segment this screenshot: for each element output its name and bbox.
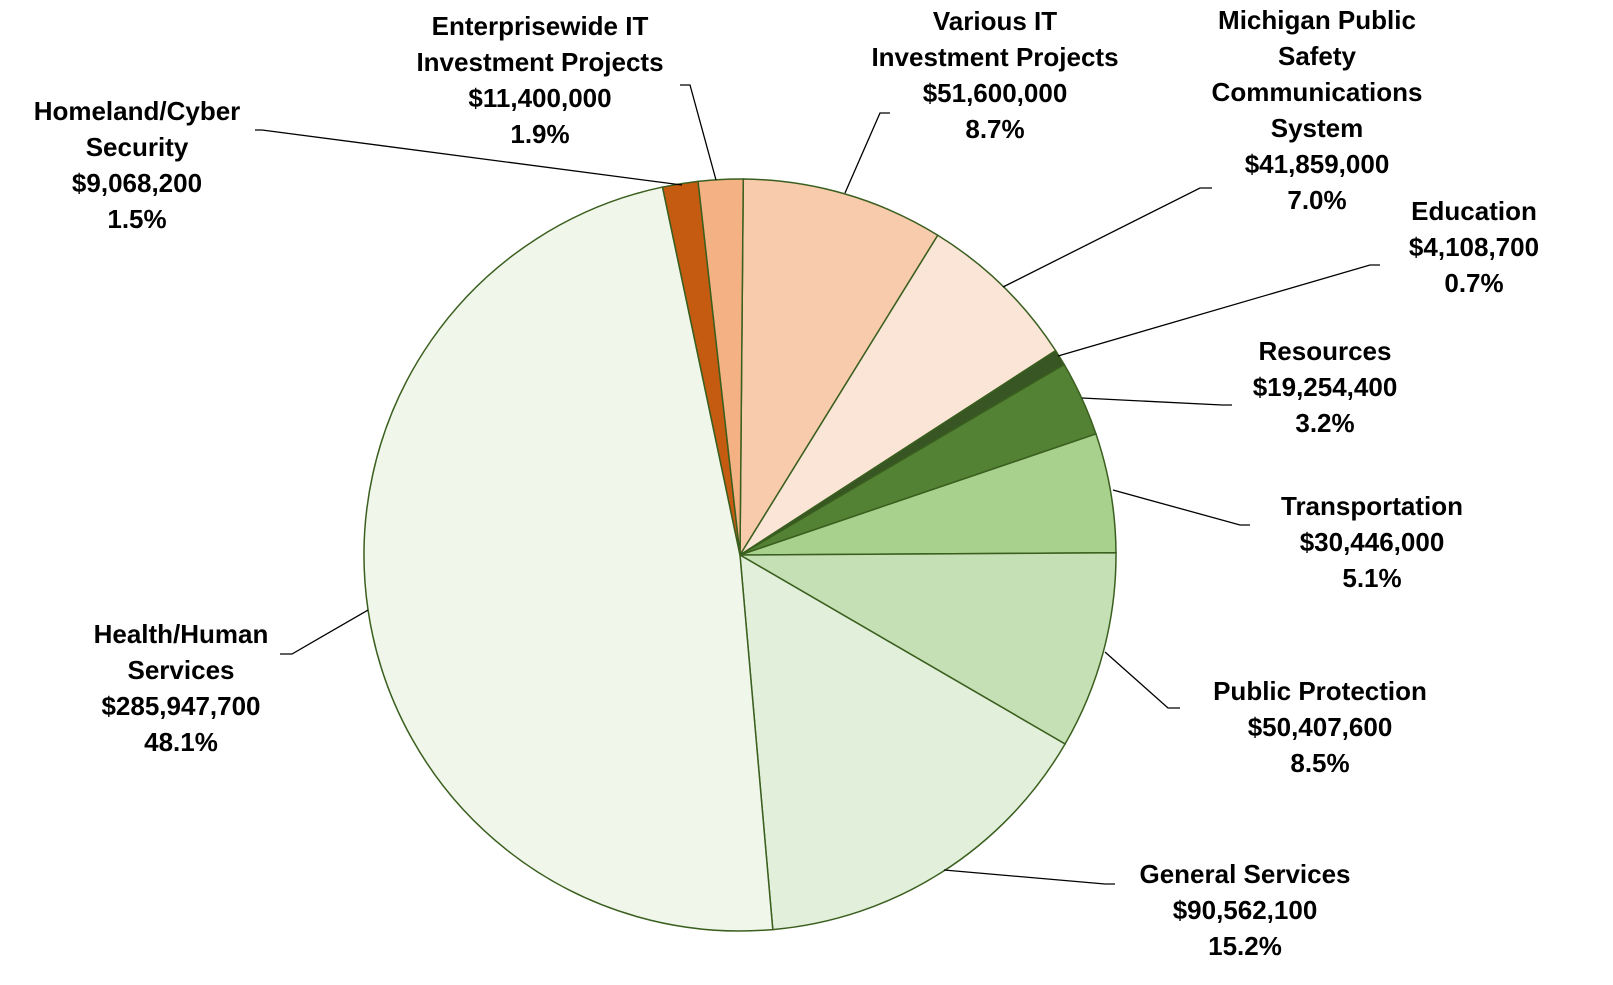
percentage-label: 5.1% bbox=[1342, 563, 1402, 593]
leader-line bbox=[680, 84, 717, 181]
value-label: $51,600,000 bbox=[922, 78, 1068, 108]
leader-line bbox=[1081, 397, 1232, 406]
pie-slice bbox=[697, 178, 745, 556]
leader-line bbox=[255, 129, 683, 186]
leader-line bbox=[280, 609, 369, 655]
value-label: $30,446,000 bbox=[1299, 527, 1445, 557]
slice-label: Resources $19,254,400 3.2% bbox=[1253, 333, 1398, 441]
category-name: Education bbox=[1411, 196, 1537, 226]
value-label: $9,068,200 bbox=[71, 168, 203, 198]
leader-line bbox=[1112, 489, 1250, 526]
slice-label: Health/Human Services $285,947,700 48.1% bbox=[94, 616, 269, 760]
slice-label: General Services $90,562,100 15.2% bbox=[1139, 856, 1350, 964]
percentage-label: 1.9% bbox=[510, 119, 570, 149]
category-name: Enterprisewide IT Investment Projects bbox=[416, 11, 664, 77]
value-label: $4,108,700 bbox=[1408, 232, 1540, 262]
value-label: $285,947,700 bbox=[101, 691, 261, 721]
leader-line bbox=[1002, 187, 1212, 288]
percentage-label: 3.2% bbox=[1295, 408, 1355, 438]
slice-label: Michigan Public Safety Communications Sy… bbox=[1212, 2, 1423, 218]
pie-slice bbox=[737, 551, 1117, 746]
category-name: General Services bbox=[1139, 859, 1351, 889]
slice-label: Homeland/Cyber Security $9,068,200 1.5% bbox=[34, 93, 241, 237]
category-name: Public Protection bbox=[1213, 676, 1427, 706]
slice-label: Public Protection $50,407,600 8.5% bbox=[1213, 673, 1427, 781]
category-name: Various IT Investment Projects bbox=[871, 6, 1119, 72]
value-label: $11,400,000 bbox=[468, 83, 612, 113]
percentage-label: 48.1% bbox=[144, 727, 218, 757]
value-label: $41,859,000 bbox=[1244, 149, 1390, 179]
percentage-label: 1.5% bbox=[107, 204, 167, 234]
percentage-label: 8.7% bbox=[965, 114, 1025, 144]
slice-label: Education $4,108,700 0.7% bbox=[1409, 193, 1539, 301]
leader-line bbox=[1057, 264, 1380, 357]
pie-slice bbox=[739, 553, 1067, 931]
slice-label: Enterprisewide IT Investment Projects $11… bbox=[416, 8, 663, 152]
category-name: Michigan Public Safety Communications Sy… bbox=[1211, 5, 1423, 143]
slice-label: Transportation $30,446,000 5.1% bbox=[1281, 488, 1463, 596]
percentage-label: 15.2% bbox=[1208, 931, 1282, 961]
percentage-label: 7.0% bbox=[1287, 185, 1347, 215]
leader-line bbox=[943, 869, 1115, 885]
pie-slice bbox=[363, 186, 774, 932]
slice-label: Various IT Investment Projects $51,600,00… bbox=[871, 3, 1118, 147]
category-name: Health/Human Services bbox=[93, 619, 269, 685]
leader-line bbox=[1104, 651, 1180, 709]
category-name: Transportation bbox=[1280, 491, 1464, 521]
value-label: $90,562,100 bbox=[1172, 895, 1318, 925]
pie-slice bbox=[739, 178, 939, 558]
leader-line bbox=[844, 112, 890, 194]
percentage-label: 0.7% bbox=[1444, 268, 1504, 298]
category-name: Homeland/Cyber Security bbox=[33, 96, 241, 162]
value-label: $19,254,400 bbox=[1252, 372, 1398, 402]
percentage-label: 8.5% bbox=[1290, 748, 1350, 778]
value-label: $50,407,600 bbox=[1247, 712, 1393, 742]
category-name: Resources bbox=[1258, 336, 1392, 366]
